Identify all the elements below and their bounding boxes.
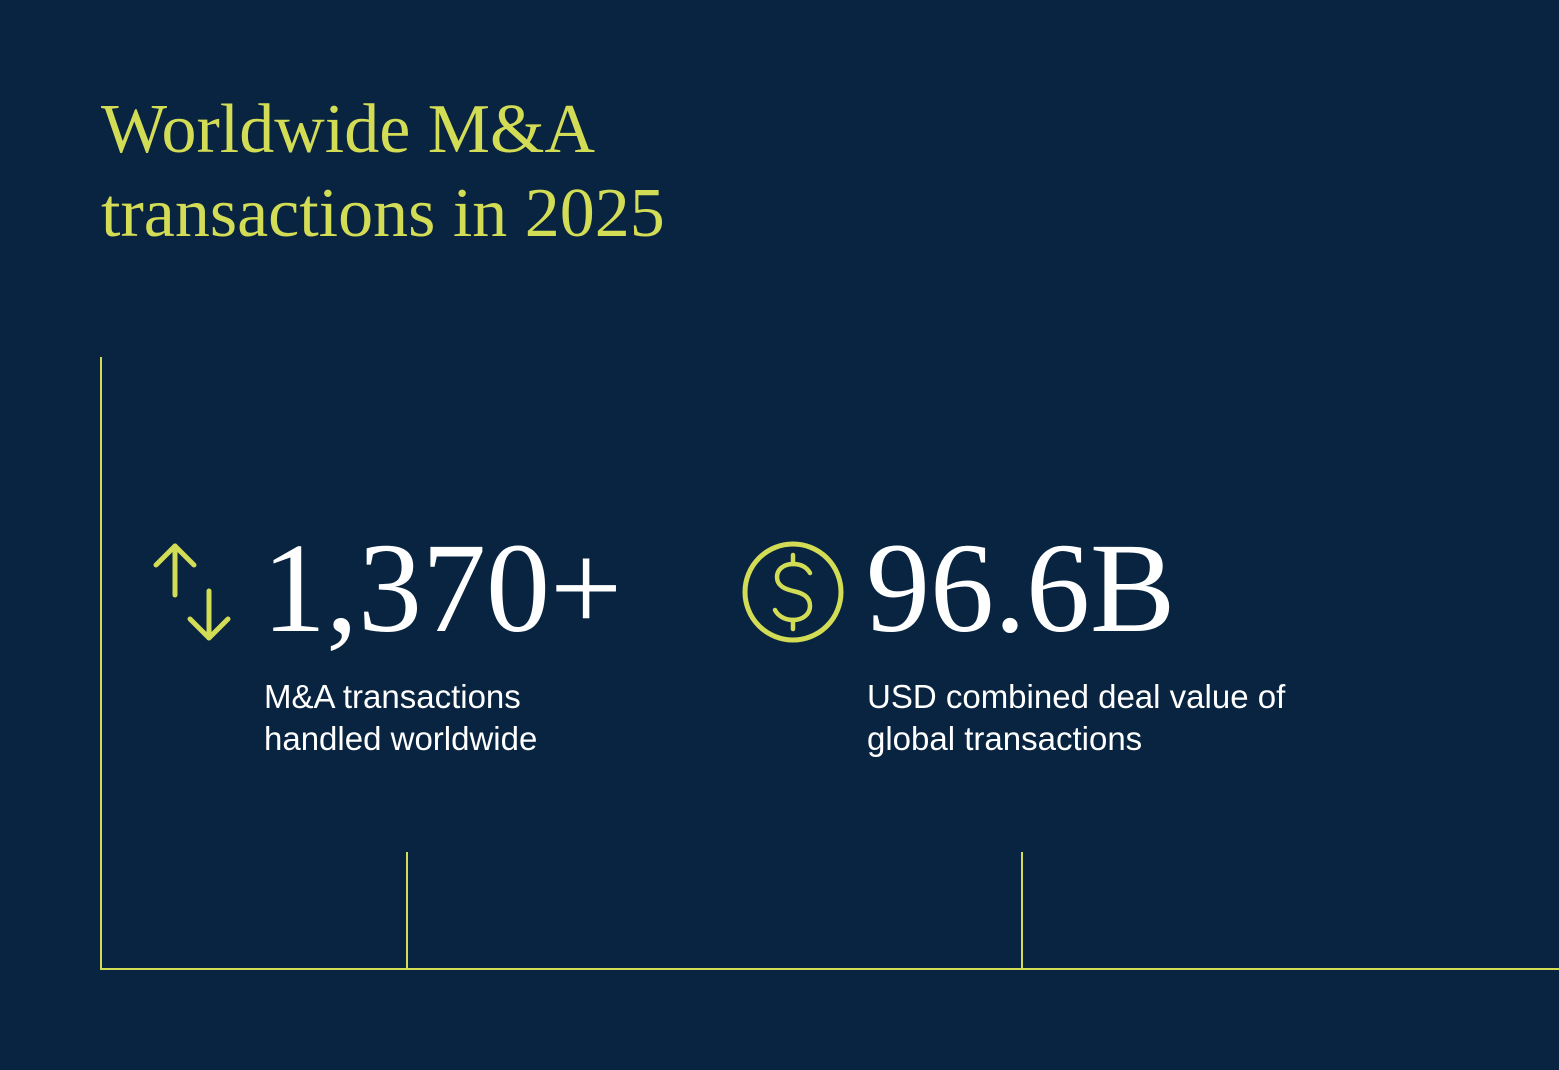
stat-description: USD combined deal value of global transa… <box>867 678 1286 757</box>
stat-value: 1,370+ <box>262 517 623 659</box>
arrows-icon <box>153 543 231 641</box>
stat-value: 96.6B <box>866 517 1176 659</box>
stat-description: M&A transactions handled worldwide <box>264 678 538 757</box>
dollar-icon <box>742 541 844 643</box>
title: Worldwide M&A transactions in 2025 <box>101 91 665 252</box>
